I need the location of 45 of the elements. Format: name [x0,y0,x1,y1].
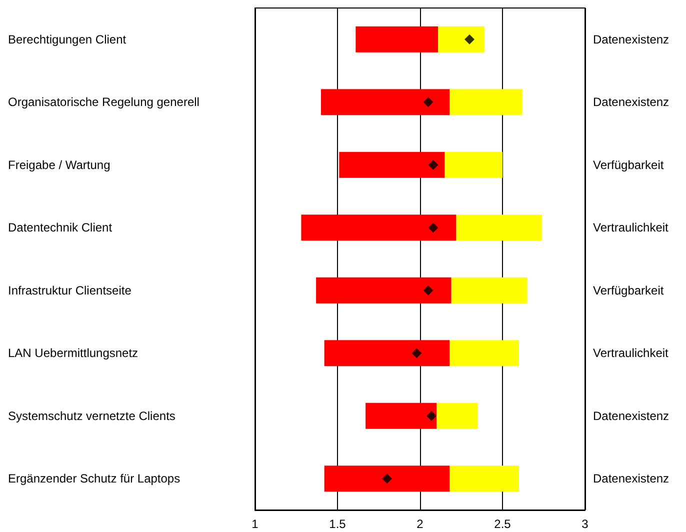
bar [456,214,542,241]
x-tick-label: 1.5 [329,517,346,531]
x-tick-label: 2.5 [494,517,512,531]
point [412,348,422,358]
bar [324,340,450,366]
point [382,474,392,484]
point [428,160,438,170]
bar [324,466,450,492]
bar [438,26,484,52]
bar [444,152,502,178]
point [428,222,438,233]
bar [339,152,445,178]
point [426,410,437,421]
y-tick-label: LAN Uebermittlungsnetz [8,346,138,360]
y2-tick-label: Datenexistenz [593,408,670,423]
bar [321,89,450,116]
y2-tick-label: Vertraulichkeit [593,346,670,360]
y-tick-label: Systemschutz vernetzte Clients [8,408,176,423]
y2-tick-label: Datenexistenz [593,95,670,110]
point [423,97,434,108]
y-tick-label: Infrastruktur Clientseite [8,283,132,298]
y2-tick-label: Datenexistenz [593,32,670,46]
bar [366,402,436,429]
bar [316,277,452,304]
y-tick-label: Berechtigungen Client [8,32,127,46]
bar [356,26,438,52]
bar [450,340,519,366]
x-tick-label: 1 [252,517,259,531]
y2-tick-label: Verfügbarkeit [593,158,664,172]
y-tick-label: Freigabe / Wartung [8,158,110,172]
y2-tick-label: Verfügbarkeit [593,283,664,298]
y-tick-label: Organisatorische Regelung generell [8,95,200,110]
bar [450,89,522,116]
x-tick-label: 3 [582,517,589,531]
point [423,285,434,296]
bar [301,214,456,241]
bar [451,277,528,304]
bar [450,466,519,492]
x-tick-label: 2 [416,517,424,531]
y-tick-label: Datentechnik Client [8,220,113,235]
point [464,34,474,44]
bar [436,402,478,429]
y-tick-label: Ergänzender Schutz für Laptops [8,472,180,486]
y2-tick-label: Vertraulichkeit [593,220,670,235]
y2-tick-label: Datenexistenz [593,472,670,486]
